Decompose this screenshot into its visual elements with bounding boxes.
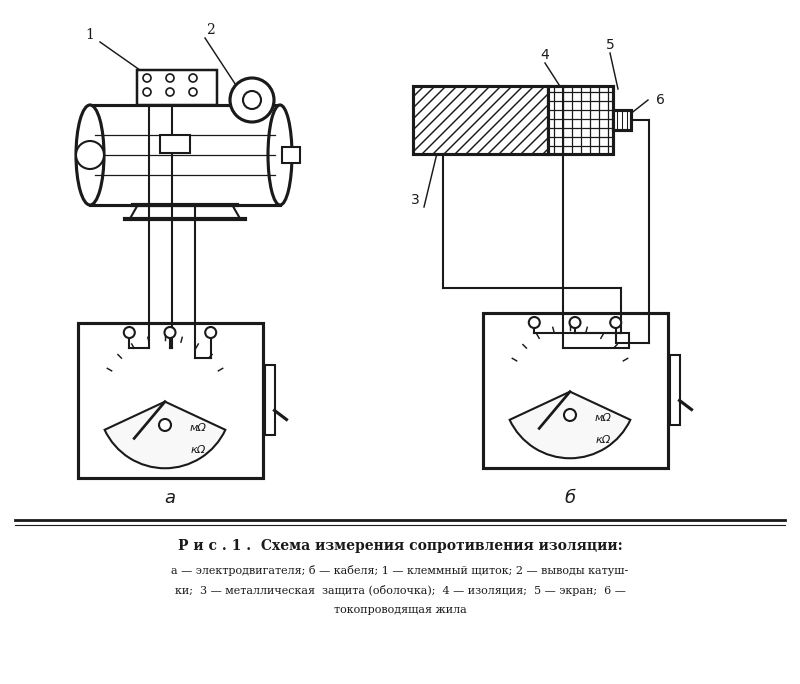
- Bar: [282, 147, 300, 163]
- Circle shape: [189, 88, 197, 96]
- Text: кΩ: кΩ: [190, 445, 206, 455]
- Circle shape: [165, 327, 175, 338]
- Circle shape: [143, 88, 151, 96]
- Text: 2: 2: [206, 23, 214, 37]
- Circle shape: [205, 327, 216, 338]
- Text: б: б: [565, 489, 575, 507]
- Circle shape: [143, 74, 151, 82]
- Text: а — электродвигателя; б — кабеля; 1 — клеммный щиток; 2 — выводы катуш-: а — электродвигателя; б — кабеля; 1 — кл…: [171, 564, 629, 575]
- Bar: [482, 313, 667, 467]
- Circle shape: [570, 317, 581, 328]
- Text: мΩ: мΩ: [190, 423, 206, 433]
- Text: кΩ: кΩ: [595, 434, 610, 445]
- Circle shape: [166, 74, 174, 82]
- Bar: [548, 86, 613, 154]
- Bar: [265, 365, 274, 435]
- Circle shape: [243, 91, 261, 109]
- Text: 6: 6: [655, 93, 665, 107]
- Bar: [90, 105, 280, 205]
- Bar: [613, 110, 631, 130]
- Bar: [137, 70, 217, 105]
- Circle shape: [76, 141, 104, 169]
- Circle shape: [159, 419, 171, 431]
- Bar: [78, 322, 262, 477]
- Circle shape: [124, 327, 134, 338]
- Circle shape: [189, 74, 197, 82]
- Circle shape: [564, 409, 576, 421]
- Text: Р и с . 1 .  Схема измерения сопротивления изоляции:: Р и с . 1 . Схема измерения сопротивлени…: [178, 539, 622, 553]
- Wedge shape: [510, 392, 630, 458]
- Wedge shape: [105, 402, 226, 469]
- Text: мΩ: мΩ: [594, 413, 611, 423]
- Text: а: а: [165, 489, 175, 507]
- Bar: [670, 355, 679, 425]
- Circle shape: [610, 317, 622, 328]
- Circle shape: [529, 317, 540, 328]
- Ellipse shape: [268, 105, 292, 205]
- Ellipse shape: [76, 105, 104, 205]
- Text: 1: 1: [86, 28, 94, 42]
- Text: ки;  3 — металлическая  защита (оболочка);  4 — изоляция;  5 — экран;  6 —: ки; 3 — металлическая защита (оболочка);…: [174, 585, 626, 596]
- Text: 4: 4: [541, 48, 550, 62]
- Circle shape: [230, 78, 274, 122]
- Text: 3: 3: [410, 193, 419, 207]
- Circle shape: [166, 88, 174, 96]
- Text: токопроводящая жила: токопроводящая жила: [334, 605, 466, 615]
- Bar: [413, 86, 548, 154]
- Text: 5: 5: [606, 38, 614, 52]
- Bar: [160, 135, 190, 153]
